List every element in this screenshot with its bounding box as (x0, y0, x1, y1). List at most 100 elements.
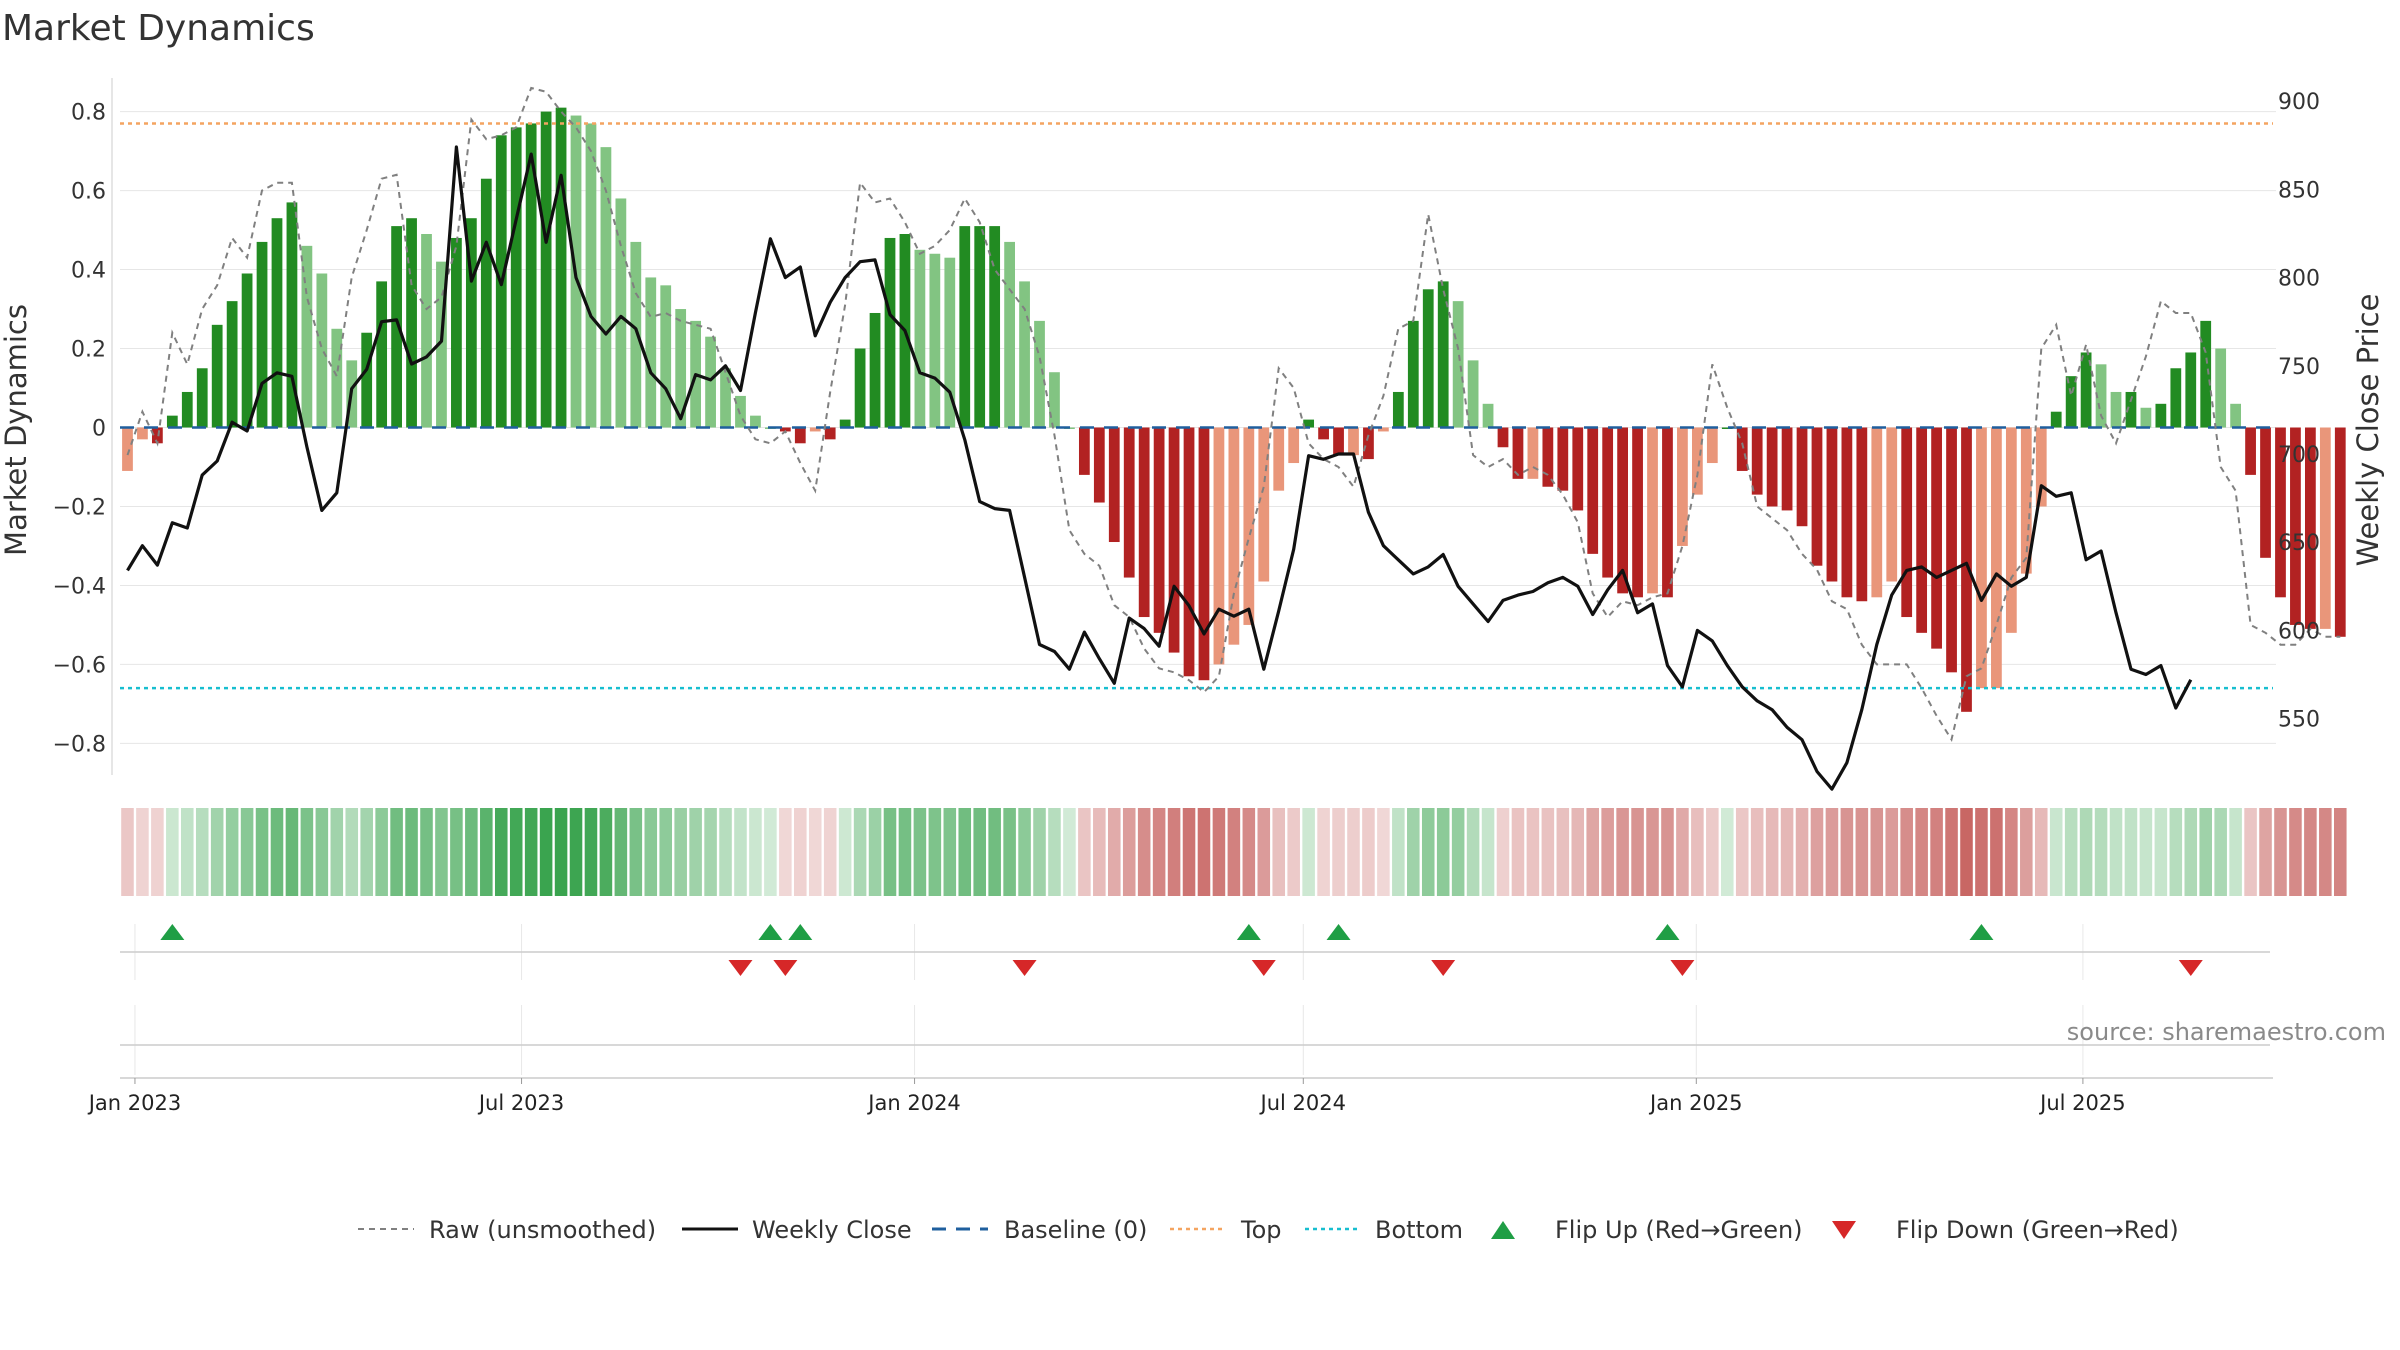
dynamics-bar (2050, 411, 2062, 428)
regime-cell (225, 808, 239, 896)
regime-cell (1182, 808, 1196, 896)
regime-cell (1407, 808, 1420, 896)
y-right-tick-label: 650 (2278, 531, 2320, 556)
regime-cell (1496, 808, 1510, 896)
dynamics-bar (705, 336, 716, 428)
regime-cell (1735, 808, 1749, 896)
dynamics-bar (1183, 427, 1195, 677)
y-left-tick-label: −0.6 (53, 653, 106, 678)
dynamics-bar (555, 107, 567, 428)
y-right-tick-label: 600 (2278, 619, 2320, 644)
regime-cell (2005, 808, 2018, 896)
regime-cell (360, 808, 373, 896)
dynamics-bar (2170, 368, 2182, 428)
y-left-tick-label: 0.2 (71, 338, 106, 363)
dynamics-bar (615, 198, 627, 428)
regime-cell (345, 808, 359, 896)
reference-lines (120, 122, 2273, 690)
dynamics-bar (750, 415, 761, 428)
regime-cell (1063, 808, 1076, 896)
regime-cell (450, 808, 463, 896)
dynamics-bar (809, 427, 821, 432)
regime-cell (1915, 808, 1928, 896)
regime-cell (614, 808, 628, 896)
regime-cell (704, 808, 717, 896)
regime-cell (689, 808, 702, 896)
regime-cell (973, 808, 986, 896)
dynamics-bar (839, 419, 851, 428)
legend-flip-down-label: Flip Down (Green→Red) (1896, 1216, 2179, 1244)
dynamics-bar (1363, 427, 1374, 460)
dynamics-bar (779, 427, 791, 432)
regime-cell (1377, 808, 1390, 896)
raw-series-line (126, 86, 2341, 743)
regime-cell (375, 808, 388, 896)
regime-cell (1287, 808, 1300, 896)
dynamics-bar (824, 427, 836, 440)
dynamics-bar (2275, 427, 2286, 598)
dynamics-bar (1617, 427, 1628, 594)
date-axis: Jan 2023 Jul 2023 Jan 2024 Jul 2024 Jan 2025… (87, 1078, 2126, 1115)
regime-cell (779, 808, 792, 896)
regime-cell (794, 808, 807, 896)
dynamics-bar (1437, 281, 1449, 428)
dynamics-bar (1138, 427, 1150, 618)
regime-cell (121, 808, 134, 896)
dynamics-bar (914, 249, 926, 428)
regime-cell (1750, 808, 1764, 896)
regime-cell (913, 808, 927, 896)
x-tick-label: Jul 2025 (2038, 1091, 2125, 1115)
y-axis-right-title: Weekly Close Price (2351, 294, 2385, 567)
dynamics-bar (540, 111, 552, 428)
regime-cell (1691, 808, 1704, 896)
dynamics-bar (1407, 320, 1419, 428)
regime-cell (330, 808, 344, 896)
dynamics-bar (1093, 427, 1105, 503)
dynamics-bar (2095, 364, 2107, 428)
dynamics-bar (2215, 348, 2227, 428)
dynamics-bar (1078, 427, 1090, 475)
dynamics-bar (1677, 427, 1688, 546)
dynamics-bar (2035, 427, 2047, 507)
regime-cell (1078, 808, 1091, 896)
dynamics-bar (1004, 241, 1015, 428)
dynamics-bar (1318, 427, 1329, 440)
regime-cell (2259, 808, 2272, 896)
dynamics-bar (1632, 427, 1643, 598)
dynamics-bar (1348, 427, 1359, 456)
dynamics-bar (1946, 427, 1957, 673)
dynamics-bar (510, 127, 522, 428)
dynamics-bar (1961, 427, 1972, 712)
regime-cell (136, 808, 149, 896)
flip-down-marker (773, 960, 798, 976)
dynamics-bar (1512, 427, 1524, 479)
dynamics-bar (151, 427, 163, 444)
regime-cell (1825, 808, 1839, 896)
regime-cell (1631, 808, 1644, 896)
dynamics-bar (1392, 391, 1404, 428)
dynamics-bar (1198, 427, 1210, 681)
regime-cell (2049, 808, 2063, 896)
y-left-tick-label: −0.2 (53, 495, 106, 520)
dynamics-bar (1273, 427, 1285, 491)
dynamics-bar (974, 226, 986, 428)
flip-up-marker (788, 924, 813, 940)
dynamics-bar (2125, 391, 2137, 428)
regime-cell (1601, 808, 1614, 896)
regime-cell (2334, 808, 2347, 896)
regime-cell (2064, 808, 2078, 896)
dynamics-bar (1482, 403, 1494, 428)
regime-cell (1795, 808, 1809, 896)
regime-cell (1855, 808, 1869, 896)
regime-cell (1541, 808, 1555, 896)
source-note: source: sharemaestro.com (2067, 1018, 2386, 1046)
legend-flip-up-icon (1491, 1221, 1515, 1239)
regime-cell (2094, 808, 2108, 896)
regime-cell (2289, 808, 2302, 896)
regime-cell (300, 808, 314, 896)
flip-up-marker (1236, 924, 1261, 940)
y-left-tick-label: 0.8 (71, 101, 106, 126)
flip-up-marker (1969, 924, 1994, 940)
y-axis-left-title: Market Dynamics (0, 304, 33, 556)
